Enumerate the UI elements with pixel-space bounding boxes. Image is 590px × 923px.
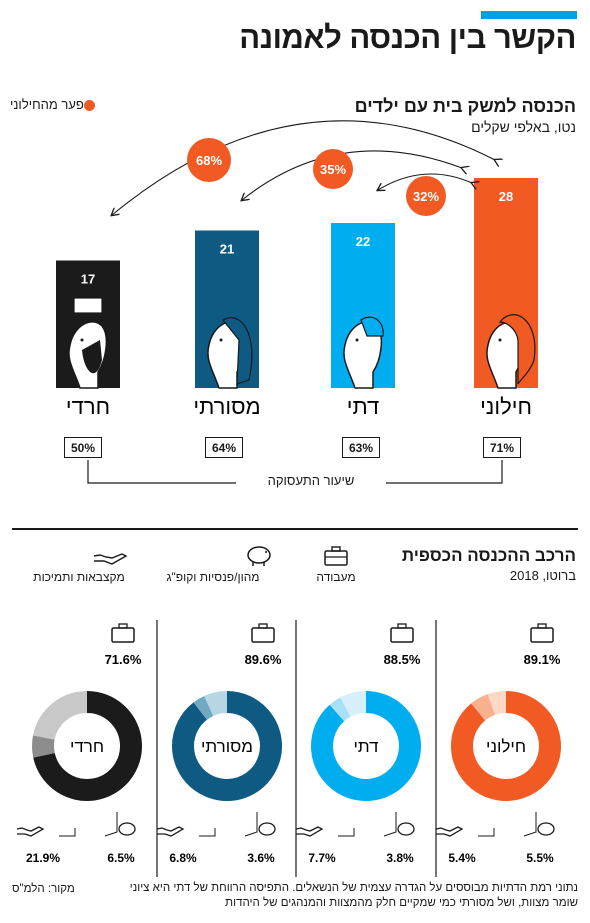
- donut-dati-piggy-icon: [397, 822, 415, 836]
- gap-value-masorti: 35%: [320, 162, 346, 177]
- gap-legend: פער מהחילוני: [10, 97, 101, 112]
- donut-masorti-hand-icon: [156, 826, 185, 837]
- faces-layer: [66, 297, 536, 389]
- donut-dati-work: [311, 691, 421, 801]
- donut-dati-allowances: [340, 691, 367, 718]
- gap-arrow-haredi: [112, 120, 495, 215]
- donut-masorti-piggy-icon: [258, 822, 276, 836]
- legend-allowances: מקצבאות ותמיכות: [33, 570, 125, 584]
- page-title: הקשר בין הכנסה לאמונה: [239, 20, 576, 55]
- donut-haredi-allowances-label: 21.9%: [26, 851, 60, 865]
- donut-dati-allowances-label: 7.7%: [308, 851, 336, 865]
- income-value-chiloni: 28: [499, 189, 513, 204]
- gap-value-haredi: 68%: [196, 153, 222, 168]
- group-label-haredi: חרדי: [66, 394, 110, 419]
- donut-chiloni-allowances: [487, 691, 507, 716]
- employment-rate-dati: 63%: [342, 437, 380, 458]
- donut-haredi-hand-icon: [16, 826, 45, 837]
- employment-label: שיעור התעסוקה: [236, 473, 386, 488]
- donut-dati-work-label: 88.5%: [384, 652, 421, 667]
- gap-bubble-haredi: [187, 138, 231, 182]
- gap-value-dati: 32%: [413, 189, 439, 204]
- donut-haredi-allowances: [33, 691, 88, 741]
- income-value-masorti: 21: [220, 242, 234, 257]
- donut-masorti-capital-label: 3.6%: [247, 851, 275, 865]
- donut-haredi-piggy-icon: [118, 822, 136, 836]
- source-credit: מקור: הלמ"ס: [12, 883, 75, 895]
- donut-label-masorti: מסורתי: [201, 737, 253, 756]
- donut-dati-capital: [329, 697, 351, 722]
- donut-haredi-work-label: 71.6%: [105, 652, 142, 667]
- piggy-bank-icon: [247, 546, 271, 566]
- group-label-masorti: מסורתי: [193, 394, 260, 419]
- income-chart-title: הכנסה למשק בית עם ילדים: [354, 96, 576, 116]
- section-divider: [12, 528, 578, 530]
- group-label-dati: דתי: [347, 394, 379, 419]
- employment-rate-haredi: 50%: [64, 437, 102, 458]
- accent-bar: [481, 11, 577, 19]
- gap-arrows-layer: 32% 35% 68%: [112, 120, 495, 216]
- donut-haredi-capital: [32, 735, 55, 758]
- donut-chiloni-briefcase-icon: [530, 623, 554, 643]
- legend-work: מעבודה: [316, 570, 356, 584]
- donut-chiloni-work: [451, 691, 561, 801]
- face-dati-icon: [343, 316, 384, 389]
- income-chart-unit: נטו, באלפי שקלים: [471, 119, 576, 135]
- donut-charts: חילוני 89.1% 5.5% 5.4% דתי 88.5% 3.8% 7.7% מסורת…: [16, 623, 561, 865]
- face-chiloni-icon: [486, 314, 536, 389]
- gap-legend-dot-icon: [83, 100, 95, 112]
- donut-chiloni-capital: [471, 694, 496, 721]
- donut-chiloni-work-label: 89.1%: [524, 652, 561, 667]
- legend-capital: מהון/פנסיות וקופ"ג: [166, 570, 260, 584]
- employment-rate-masorti: 64%: [205, 437, 243, 458]
- income-value-haredi: 17: [81, 272, 95, 287]
- donut-dati-capital-label: 3.8%: [386, 851, 414, 865]
- face-haredi-icon: [66, 297, 110, 389]
- hand-giving-icon: [93, 553, 128, 565]
- donut-chiloni-allowances-label: 5.4%: [448, 851, 476, 865]
- donut-dati-briefcase-icon: [390, 623, 414, 643]
- donut-masorti-work: [172, 691, 282, 801]
- donut-chiloni-piggy-icon: [537, 822, 555, 836]
- donut-masorti-allowances: [204, 691, 228, 717]
- employment-rate-chiloni: 71%: [483, 437, 521, 458]
- donut-chiloni-capital-label: 5.5%: [526, 851, 554, 865]
- face-masorti-icon: [207, 317, 253, 389]
- income-value-dati: 22: [356, 234, 370, 249]
- composition-unit: ברוטו, 2018: [509, 568, 576, 583]
- group-label-chiloni: חילוני: [480, 394, 532, 419]
- donut-label-haredi: חרדי: [70, 737, 104, 756]
- income-bar-chart: 28 חילוני 22 דתי 21 מסורתי 17 חרדי 32% 35% 68%: [56, 120, 538, 419]
- donut-haredi-work: [33, 691, 142, 801]
- donut-chiloni-hand-icon: [435, 826, 464, 837]
- donut-label-chiloni: חילוני: [486, 737, 526, 756]
- donut-masorti-capital: [193, 695, 214, 720]
- donut-masorti-briefcase-icon: [251, 623, 275, 643]
- gap-legend-label: פער מהחילוני: [10, 97, 84, 112]
- donut-label-dati: דתי: [353, 737, 378, 756]
- bars-layer: 28 חילוני 22 דתי 21 מסורתי 17 חרדי: [56, 178, 538, 419]
- briefcase-icon: [324, 546, 348, 566]
- donut-haredi-capital-label: 6.5%: [107, 851, 135, 865]
- footnote: נתוני רמת הדתיות מבוססים על הגדרה עצמית …: [129, 882, 578, 909]
- donut-masorti-work-label: 89.6%: [245, 652, 282, 667]
- donut-dati-hand-icon: [295, 826, 324, 837]
- donut-haredi-briefcase-icon: [111, 623, 135, 643]
- composition-title: הרכב ההכנסה הכספית: [401, 546, 576, 565]
- donut-masorti-allowances-label: 6.8%: [169, 851, 197, 865]
